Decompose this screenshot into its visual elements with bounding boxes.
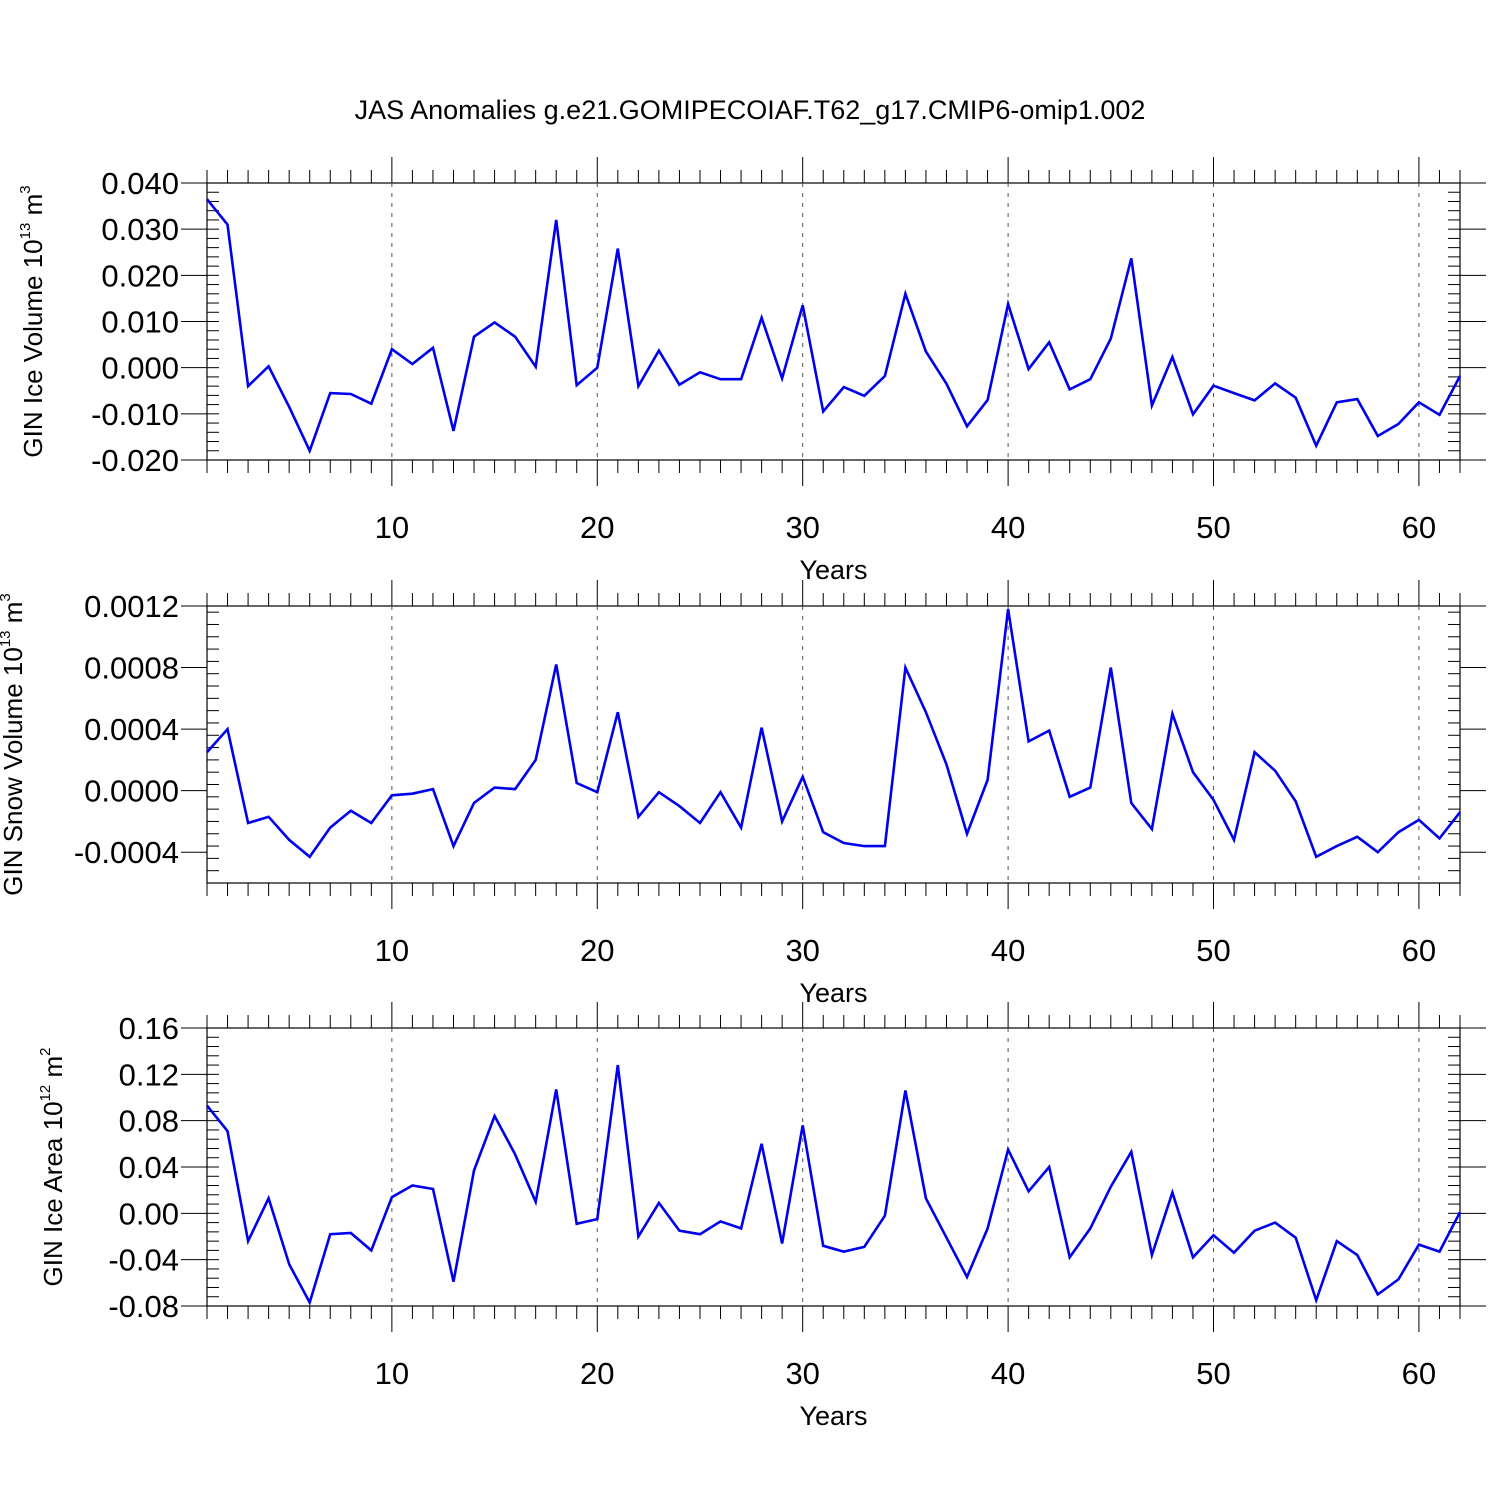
x-axis-label: Years xyxy=(799,978,867,1008)
y-tick-label: -0.020 xyxy=(91,443,179,478)
y-axis-label-unit: m xyxy=(0,602,28,631)
y-tick-label: 0.16 xyxy=(119,1011,179,1046)
y-tick-label: 0.12 xyxy=(119,1057,179,1092)
y-axis-label-exponent: 13 xyxy=(0,630,14,647)
panel-snow-volume: -0.0004 0.0000 0.0004 0.0008 0.0012 10 20 30 40 5… xyxy=(0,580,1486,1008)
x-tick-label: 40 xyxy=(991,510,1025,545)
y-tick-label: 0.040 xyxy=(101,166,179,201)
y-tick-label: 0.08 xyxy=(119,1104,179,1139)
y-axis-label-text: GIN Ice Area 10 xyxy=(38,1101,68,1286)
y-tick-label: 0.0012 xyxy=(84,589,179,624)
x-tick-label: 60 xyxy=(1402,1356,1436,1391)
y-tick-label: 0.020 xyxy=(101,258,179,293)
y-axis-label: GIN Snow Volume 1013 m3 xyxy=(0,593,28,896)
series-line-ice-area xyxy=(205,1064,1462,1306)
y-tick-label: -0.08 xyxy=(108,1289,179,1324)
x-tick-label: 50 xyxy=(1196,1356,1230,1391)
panel-ice-area: -0.08 -0.04 0.00 0.04 0.08 0.12 0.16 10 20 30 40 50… xyxy=(37,1002,1486,1431)
series-line-snow-volume xyxy=(206,608,1462,859)
y-tick-label: 0.010 xyxy=(101,305,179,340)
y-tick-label: 0.0008 xyxy=(84,651,179,686)
x-axis-label: Years xyxy=(799,555,867,585)
y-tick-label: 0.030 xyxy=(101,212,179,247)
y-tick-label: 0.000 xyxy=(101,351,179,386)
panel-ice-volume: -0.020 -0.010 0.000 0.010 0.020 0.030 0.040 10 2… xyxy=(17,157,1486,585)
y-axis-label-exponent: 12 xyxy=(37,1085,54,1102)
series-line-ice-volume xyxy=(205,198,1462,455)
y-axis-label-unit-exponent: 2 xyxy=(37,1048,54,1056)
y-axis-label-text: GIN Snow Volume 10 xyxy=(0,647,28,896)
y-tick-label: 0.04 xyxy=(119,1150,179,1185)
y-axis-label-unit-exponent: 3 xyxy=(0,593,14,601)
plot-frame xyxy=(206,1027,1461,1307)
x-tick-label: 40 xyxy=(991,933,1025,968)
x-tick-label: 30 xyxy=(785,933,819,968)
x-tick-label: 50 xyxy=(1196,510,1230,545)
y-axis-label: GIN Ice Area 1012 m2 xyxy=(37,1048,68,1287)
y-axis-label-unit-exponent: 3 xyxy=(17,185,34,193)
x-tick-label: 10 xyxy=(375,510,409,545)
x-tick-label: 20 xyxy=(580,1356,614,1391)
y-axis-label-text: GIN Ice Volume 10 xyxy=(18,239,48,457)
figure-title: JAS Anomalies g.e21.GOMIPECOIAF.T62_g17.… xyxy=(355,95,1146,125)
x-tick-label: 60 xyxy=(1402,510,1436,545)
y-tick-label: -0.0004 xyxy=(74,835,179,870)
y-axis-label: GIN Ice Volume 1013 m3 xyxy=(17,185,48,457)
y-tick-label: 0.00 xyxy=(119,1196,179,1231)
y-axis-label-unit: m xyxy=(18,194,48,223)
x-tick-label: 10 xyxy=(375,933,409,968)
y-tick-label: 0.0000 xyxy=(84,774,179,809)
x-tick-label: 10 xyxy=(375,1356,409,1391)
x-axis-label: Years xyxy=(799,1401,867,1431)
y-tick-label: 0.0004 xyxy=(84,712,179,747)
y-tick-label: -0.04 xyxy=(108,1243,179,1278)
x-tick-label: 20 xyxy=(580,933,614,968)
plot-frame xyxy=(206,182,1461,461)
panels: -0.020 -0.010 0.000 0.010 0.020 0.030 0.040 10 2… xyxy=(0,157,1486,1431)
x-tick-label: 30 xyxy=(785,510,819,545)
y-axis-label-unit: m xyxy=(38,1056,68,1085)
x-tick-label: 30 xyxy=(785,1356,819,1391)
x-tick-label: 40 xyxy=(991,1356,1025,1391)
y-axis-label-exponent: 13 xyxy=(17,223,34,240)
x-tick-label: 20 xyxy=(580,510,614,545)
plot-frame xyxy=(206,605,1461,884)
y-tick-label: -0.010 xyxy=(91,397,179,432)
x-tick-label: 50 xyxy=(1196,933,1230,968)
x-tick-label: 60 xyxy=(1402,933,1436,968)
